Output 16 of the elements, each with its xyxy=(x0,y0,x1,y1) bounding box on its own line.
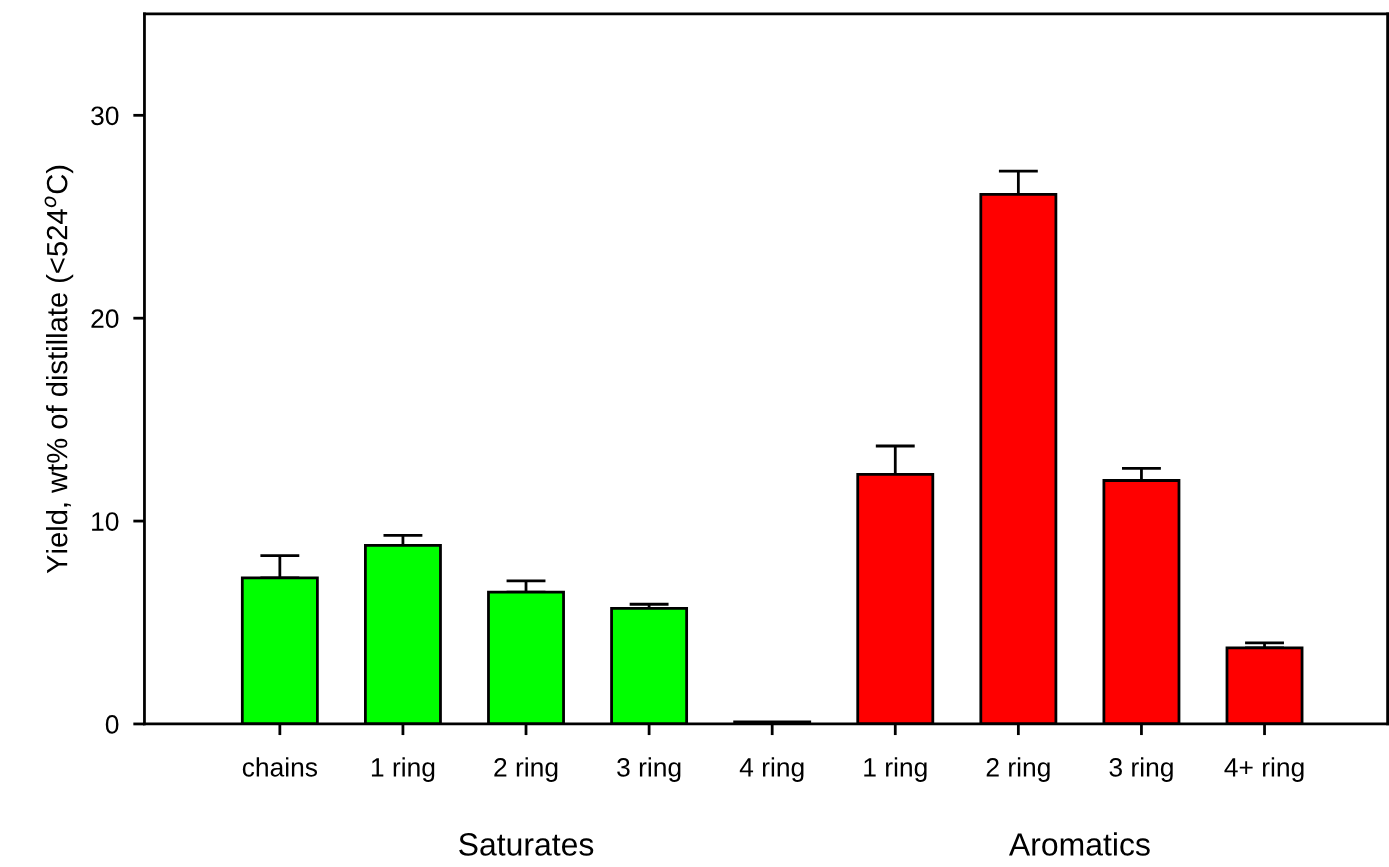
x-tick-label: 1 ring xyxy=(864,757,927,782)
x-tick-label: 1 ring xyxy=(371,757,435,782)
x-tick-label: 4 ring xyxy=(739,757,804,782)
x-tick-label: chains xyxy=(242,757,318,777)
x-tick-label: 2 ring xyxy=(494,757,558,782)
text: Aromatics xyxy=(1008,832,1150,856)
x-tick-label: 3 ring xyxy=(617,757,681,782)
x-tick-label: 2 ring xyxy=(986,757,1050,782)
y-tick-label: 10 xyxy=(92,512,119,531)
text: Saturates xyxy=(459,833,594,856)
y-tick-label: 30 xyxy=(91,106,119,126)
y-tick-label: 20 xyxy=(91,309,119,329)
x-tick-label: 4+ ring xyxy=(1224,757,1304,782)
x-tick-label: 3 ring xyxy=(1109,757,1173,782)
y-tick-label: 0 xyxy=(105,715,119,734)
y-axis-title: Yield, wt% of distillate (<524$^{o}$C) xyxy=(44,165,74,574)
